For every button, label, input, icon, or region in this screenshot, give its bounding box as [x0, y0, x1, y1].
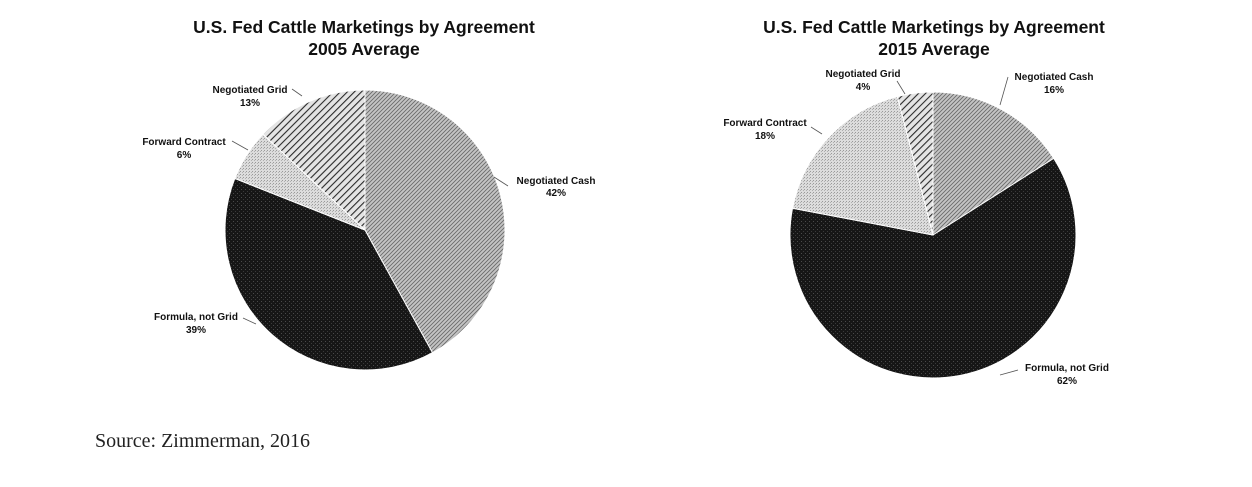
pie-slice-forward-contract-2015 [791, 95, 934, 236]
leader-negotiated-cash-2015 [999, 76, 1009, 106]
slice-value-negotiated-cash-2015: 16% [1044, 85, 1064, 96]
leader-formula-2015 [999, 369, 1019, 376]
pie-2005-leaders [231, 88, 509, 325]
slice-label-negotiated-grid-2015: Negotiated Grid [825, 69, 900, 80]
pie-slice-negotiated-cash-2005 [364, 89, 506, 354]
slice-label-formula-2015: Formula, not Grid [1025, 363, 1109, 374]
slice-label-negotiated-grid-2005: Negotiated Grid [212, 85, 287, 96]
leader-negotiated-grid-2015 [896, 80, 906, 95]
leader-negotiated-cash-2005 [493, 176, 509, 187]
pie-slice-negotiated-cash-2015 [932, 91, 1055, 236]
slice-label-forward-contract-2015: Forward Contract [723, 118, 807, 129]
chart-title-2005: U.S. Fed Cattle Marketings by Agreement [193, 17, 535, 37]
slice-value-forward-contract-2005: 6% [177, 150, 192, 161]
leader-formula-2005 [242, 317, 257, 325]
slice-label-negotiated-cash-2005: Negotiated Cash [517, 176, 596, 187]
leader-forward-contract-2015 [810, 126, 823, 135]
pie-slice-negotiated-grid-2005 [262, 89, 366, 232]
pie-2005-slices [224, 89, 506, 371]
chart-title-2015: U.S. Fed Cattle Marketings by Agreement [763, 17, 1105, 37]
pie-slice-negotiated-grid-2015 [896, 91, 934, 236]
leader-negotiated-grid-2005 [291, 88, 303, 97]
slice-label-formula-2005: Formula, not Grid [154, 312, 238, 323]
pie-slice-formula-not-grid-2015 [789, 157, 1077, 379]
slice-value-formula-2015: 62% [1057, 376, 1077, 387]
slice-value-negotiated-cash-2005: 42% [546, 188, 566, 199]
slice-value-forward-contract-2015: 18% [755, 131, 775, 142]
chart-subtitle-2005: 2005 Average [308, 39, 420, 59]
pie-2015-slices [789, 91, 1077, 379]
slice-label-negotiated-cash-2015: Negotiated Cash [1015, 72, 1094, 83]
slice-value-negotiated-grid-2005: 13% [240, 98, 260, 109]
source-caption: Source: Zimmerman, 2016 [95, 430, 310, 452]
slice-label-forward-contract-2005: Forward Contract [142, 137, 226, 148]
leader-forward-contract-2005 [231, 140, 249, 151]
pie-2015-leaders [810, 76, 1019, 376]
pie-chart-2005: U.S. Fed Cattle Marketings by Agreement … [142, 17, 596, 371]
pie-slice-formula-not-grid-2005 [224, 177, 434, 371]
slice-value-formula-2005: 39% [186, 325, 206, 336]
chart-subtitle-2015: 2015 Average [878, 39, 990, 59]
slice-value-negotiated-grid-2015: 4% [856, 82, 871, 93]
pie-chart-2015: U.S. Fed Cattle Marketings by Agreement … [723, 17, 1109, 387]
